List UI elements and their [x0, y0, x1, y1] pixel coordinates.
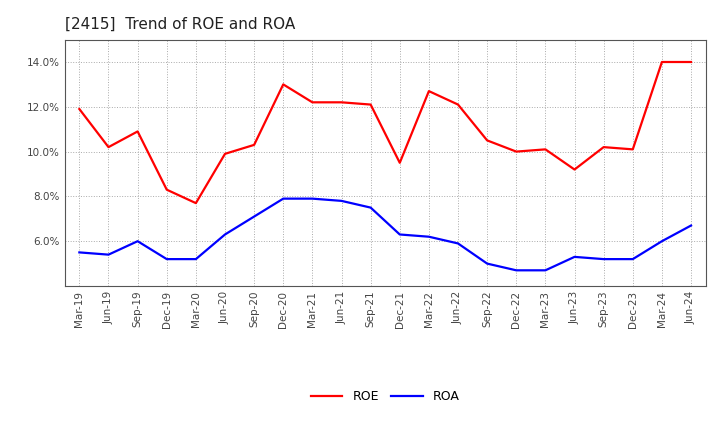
- ROA: [454, 241, 462, 246]
- ROE: [454, 102, 462, 107]
- ROA: [104, 252, 113, 257]
- ROE: [250, 142, 258, 147]
- ROA: [133, 238, 142, 244]
- ROE: [75, 106, 84, 112]
- ROE: [657, 59, 666, 65]
- ROE: [395, 160, 404, 165]
- ROE: [220, 151, 229, 157]
- ROA: [512, 268, 521, 273]
- ROA: [250, 214, 258, 219]
- ROA: [599, 257, 608, 262]
- ROE: [192, 201, 200, 206]
- ROE: [104, 144, 113, 150]
- ROA: [163, 257, 171, 262]
- ROA: [308, 196, 317, 201]
- ROE: [163, 187, 171, 192]
- ROA: [279, 196, 287, 201]
- ROE: [687, 59, 696, 65]
- ROE: [512, 149, 521, 154]
- ROA: [366, 205, 375, 210]
- ROA: [541, 268, 550, 273]
- ROE: [599, 144, 608, 150]
- ROA: [657, 238, 666, 244]
- ROE: [629, 147, 637, 152]
- ROA: [483, 261, 492, 266]
- ROA: [220, 232, 229, 237]
- ROA: [629, 257, 637, 262]
- Line: ROA: ROA: [79, 198, 691, 270]
- Legend: ROE, ROA: ROE, ROA: [306, 385, 464, 408]
- Line: ROE: ROE: [79, 62, 691, 203]
- ROE: [570, 167, 579, 172]
- ROE: [425, 88, 433, 94]
- ROA: [337, 198, 346, 204]
- ROE: [541, 147, 550, 152]
- ROE: [279, 82, 287, 87]
- ROE: [483, 138, 492, 143]
- Text: [2415]  Trend of ROE and ROA: [2415] Trend of ROE and ROA: [65, 16, 295, 32]
- ROA: [75, 250, 84, 255]
- ROE: [366, 102, 375, 107]
- ROE: [308, 100, 317, 105]
- ROA: [687, 223, 696, 228]
- ROA: [192, 257, 200, 262]
- ROE: [133, 129, 142, 134]
- ROA: [395, 232, 404, 237]
- ROA: [570, 254, 579, 260]
- ROA: [425, 234, 433, 239]
- ROE: [337, 100, 346, 105]
